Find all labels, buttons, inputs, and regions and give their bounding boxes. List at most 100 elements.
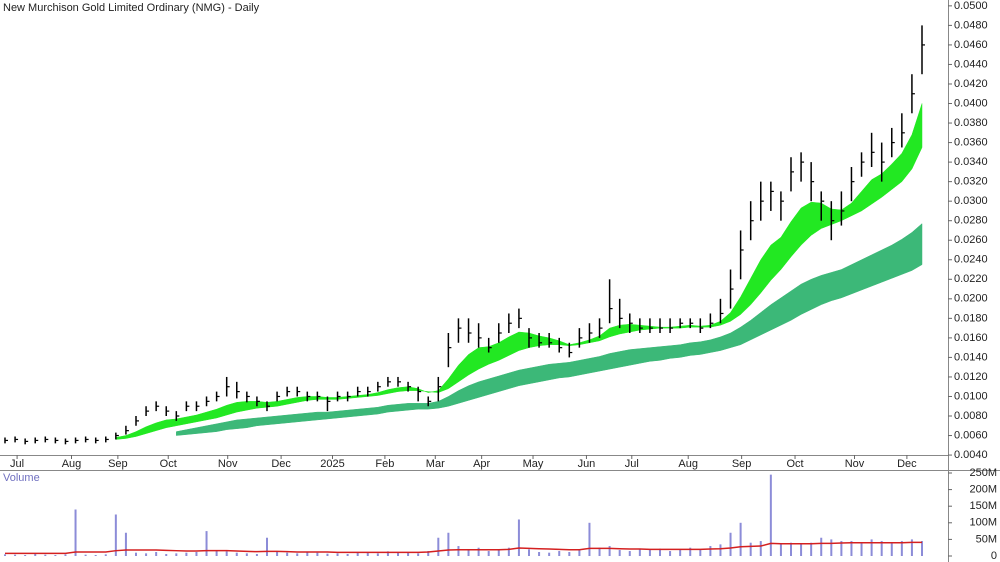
volume-bar (810, 542, 813, 556)
y-tick-label: 0.0340 (954, 156, 988, 168)
volume-bar (155, 552, 158, 556)
y-tick-label: 0.0120 (954, 371, 988, 383)
y-tick-label: 0.0200 (954, 293, 988, 305)
volume-bar (245, 553, 248, 556)
volume-bar (568, 552, 571, 556)
x-tick-label: Dec (897, 458, 917, 470)
volume-bar (225, 551, 228, 556)
volume-bar (699, 549, 702, 556)
volume-bar (135, 552, 137, 556)
volume-bar (497, 549, 500, 556)
volume-bar (84, 554, 87, 556)
x-tick-label: 2025 (320, 458, 344, 470)
y-tick-label: 0.0280 (954, 215, 988, 227)
volume-bar (679, 549, 682, 556)
volume-bar (175, 553, 178, 556)
y-tick-label: 0.0180 (954, 312, 988, 324)
x-tick-label: Sep (108, 458, 128, 470)
y-tick-label: 0.0380 (954, 117, 988, 129)
volume-bar (517, 519, 520, 556)
volume-bar (548, 552, 551, 556)
volume-bar (618, 550, 621, 556)
volume-bar (215, 551, 218, 556)
ribbon (115, 103, 923, 440)
y-tick-label: 200M (969, 483, 997, 495)
volume-bar (890, 542, 893, 556)
x-tick-label: Jun (578, 458, 596, 470)
x-tick-label: Oct (786, 458, 803, 470)
x-tick-label: Jul (10, 458, 24, 470)
volume-bar (749, 542, 752, 556)
volume-bar (266, 537, 268, 556)
volume-bar (719, 544, 722, 556)
volume-bar (104, 554, 107, 556)
volume-bar (366, 552, 369, 556)
y-tick-label: 0.0080 (954, 410, 988, 422)
y-tick-label: 0.0480 (954, 19, 988, 31)
volume-bar (759, 541, 762, 556)
volume-bar (850, 541, 853, 556)
volume-bar (840, 541, 843, 556)
x-tick-label: Oct (160, 458, 177, 470)
y-tick-label: 250M (969, 467, 997, 479)
volume-bar (769, 474, 772, 556)
volume-bar (316, 552, 319, 556)
volume-title: Volume (3, 472, 40, 484)
y-tick-label: 0.0460 (954, 39, 988, 51)
volume-bar (165, 554, 168, 556)
volume-bar (669, 551, 672, 556)
y-tick-label: 150M (969, 500, 997, 512)
x-tick-label: Dec (271, 458, 291, 470)
volume-bar (578, 549, 581, 556)
volume-bar (4, 554, 6, 556)
volume-bar (286, 552, 289, 556)
y-tick-label: 0.0420 (954, 78, 988, 90)
y-tick-label: 50M (976, 533, 997, 545)
volume-bar (276, 552, 279, 556)
x-tick-label: Mar (426, 458, 445, 470)
volume-bar (457, 546, 460, 556)
volume-bar (860, 542, 863, 556)
volume-bar (185, 552, 188, 556)
volume-bar (376, 553, 379, 556)
volume-bar (145, 553, 148, 556)
volume-bar (346, 554, 349, 556)
x-tick-label: Nov (845, 458, 865, 470)
volume-bar (487, 551, 490, 556)
x-tick-label: Feb (375, 458, 394, 470)
volume-bar (336, 553, 339, 556)
volume-bar (910, 539, 913, 556)
volume-bar (648, 550, 651, 556)
y-tick-label: 0.0140 (954, 351, 988, 363)
volume-bar (870, 539, 873, 556)
volume-bar (407, 552, 410, 556)
y-tick-label: 0.0360 (954, 136, 988, 148)
volume-bar (447, 532, 450, 556)
volume-bar (800, 544, 803, 556)
volume-bar (628, 551, 631, 556)
volume-bar (638, 549, 641, 556)
volume-bar (14, 554, 17, 556)
volume-bar (235, 552, 238, 556)
volume-bar (326, 553, 329, 556)
y-tick-label: 0.0260 (954, 234, 988, 246)
volume-bar (296, 553, 299, 556)
volume-bar (709, 546, 712, 556)
y-tick-label: 0.0060 (954, 429, 988, 441)
volume-bar (427, 551, 430, 556)
volume-bar (830, 539, 833, 556)
y-tick-label: 100M (969, 517, 997, 529)
y-tick-label: 0.0320 (954, 176, 988, 188)
volume-bar (74, 509, 77, 556)
volume-bar (417, 553, 420, 556)
volume-bar (659, 548, 661, 556)
volume-bar (779, 544, 782, 556)
x-tick-label: Aug (678, 458, 698, 470)
volume-bar (54, 555, 57, 556)
volume-ma (5, 541, 922, 555)
volume-bar (255, 554, 258, 556)
x-tick-label: Aug (62, 458, 82, 470)
volume-bar (124, 532, 127, 556)
volume-bar (588, 522, 591, 556)
